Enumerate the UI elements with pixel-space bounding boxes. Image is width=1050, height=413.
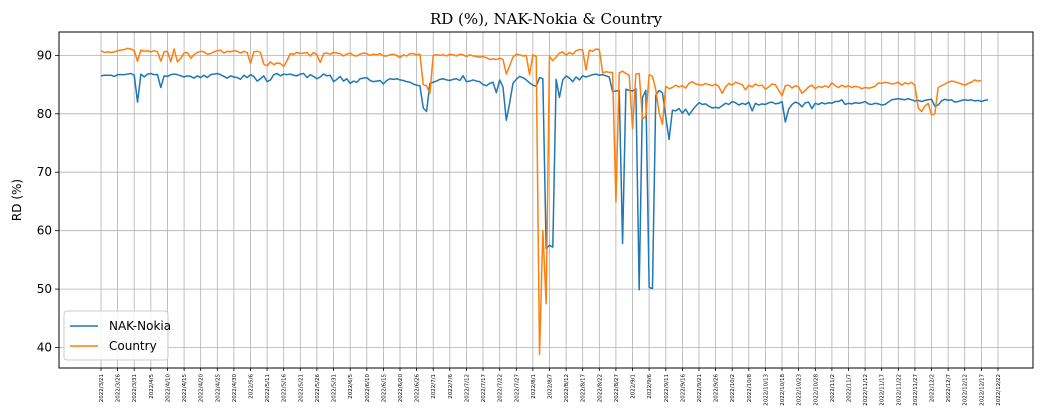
x-tick-label: 2022/12/2 (930, 374, 936, 402)
x-tick-label: 2022/9/1 (631, 374, 637, 399)
x-tick-label: 2022/7/17 (481, 374, 487, 403)
y-tick-label: 80 (37, 107, 52, 121)
x-tick-label: 2022/4/5 (149, 374, 155, 399)
y-axis-ticks: 40 50 60 70 80 90 (37, 48, 59, 355)
x-tick-label: 2022/10/28 (813, 374, 819, 406)
y-axis-label: RD (%) (10, 179, 24, 221)
x-tick-label: 2022/4/15 (182, 374, 188, 403)
x-tick-label: 2022/4/10 (165, 374, 171, 403)
y-tick-label: 70 (37, 165, 52, 179)
x-tick-label: 2022/7/6 (448, 374, 454, 399)
x-tick-label: 2022/5/11 (265, 374, 271, 402)
x-tick-label: 2022/11/12 (863, 374, 869, 406)
x-tick-label: 2022/5/26 (315, 374, 321, 403)
legend-label-nak-nokia: NAK-Nokia (109, 319, 171, 333)
x-tick-label: 2022/6/15 (381, 374, 387, 403)
x-tick-label: 2022/12/22 (996, 374, 1002, 406)
x-tick-label: 2022/9/16 (680, 374, 686, 403)
y-tick-label: 90 (37, 48, 52, 62)
x-tick-label: 2022/10/13 (763, 374, 769, 406)
x-tick-label: 2022/4/25 (215, 374, 221, 403)
grid-lines (59, 32, 1033, 368)
x-tick-label: 2022/7/12 (464, 374, 470, 402)
legend: NAK-Nokia Country (63, 310, 171, 361)
x-tick-label: 2022/9/6 (647, 374, 653, 399)
x-tick-label: 2022/5/31 (332, 374, 338, 402)
x-tick-label: 2022/5/6 (249, 374, 255, 399)
x-tick-label: 2022/11/2 (830, 374, 836, 402)
x-tick-label: 2022/6/26 (415, 374, 421, 403)
legend-box (63, 310, 169, 361)
x-tick-label: 2022/4/30 (232, 374, 238, 403)
x-tick-label: 2022/4/20 (199, 374, 205, 403)
x-tick-label: 2022/7/22 (498, 374, 504, 402)
x-tick-label: 2022/3/31 (132, 374, 138, 402)
x-tick-label: 2022/6/10 (365, 374, 371, 403)
x-tick-label: 2022/11/7 (847, 374, 853, 403)
x-tick-label: 2022/7/1 (431, 374, 437, 399)
series-line-nak (100, 72, 989, 291)
x-tick-label: 2022/12/7 (946, 374, 952, 403)
x-tick-label: 2022/8/22 (597, 374, 603, 402)
x-tick-label: 2022/8/1 (531, 374, 537, 399)
x-tick-label: 2022/9/21 (697, 374, 703, 402)
x-tick-label: 2022/3/21 (99, 374, 105, 402)
x-tick-label: 2022/7/27 (514, 374, 520, 403)
x-tick-label: 2022/12/17 (979, 374, 985, 406)
x-tick-label: 2022/11/27 (913, 374, 919, 406)
x-tick-label: 2022/10/8 (747, 374, 753, 403)
y-tick-label: 60 (37, 224, 52, 238)
x-tick-label: 2022/10/18 (780, 374, 786, 406)
x-tick-label: 2022/10/23 (797, 374, 803, 406)
x-tick-label: 2022/6/5 (348, 374, 354, 399)
x-tick-label: 2022/8/7 (548, 374, 554, 399)
y-tick-label: 50 (37, 282, 52, 296)
y-tick-label: 40 (37, 341, 52, 355)
x-tick-label: 2022/11/22 (896, 374, 902, 406)
chart-title: RD (%), NAK-Nokia & Country (430, 10, 663, 28)
x-tick-label: 2022/10/2 (730, 374, 736, 402)
x-tick-label: 2022/5/16 (282, 374, 288, 403)
x-tick-label: 2022/3/26 (116, 374, 122, 403)
x-tick-label: 2022/11/17 (880, 374, 886, 406)
x-axis-ticks: 2022/3/21 2022/3/26 2022/3/31 2022/4/5 2022/… (99, 368, 1002, 406)
x-tick-label: 2022/5/21 (298, 374, 304, 402)
series-layer (100, 47, 989, 356)
x-tick-label: 2022/8/27 (614, 374, 620, 403)
x-tick-label: 2022/8/12 (564, 374, 570, 402)
x-tick-label: 2022/6/20 (398, 374, 404, 403)
x-tick-label: 2022/9/26 (714, 374, 720, 403)
plot-frame (58, 31, 1034, 369)
series-line-country (100, 47, 982, 356)
x-tick-label: 2022/12/12 (963, 374, 969, 406)
x-tick-label: 2022/9/11 (664, 374, 670, 402)
x-tick-label: 2022/8/17 (581, 374, 587, 403)
legend-label-country: Country (109, 339, 157, 353)
